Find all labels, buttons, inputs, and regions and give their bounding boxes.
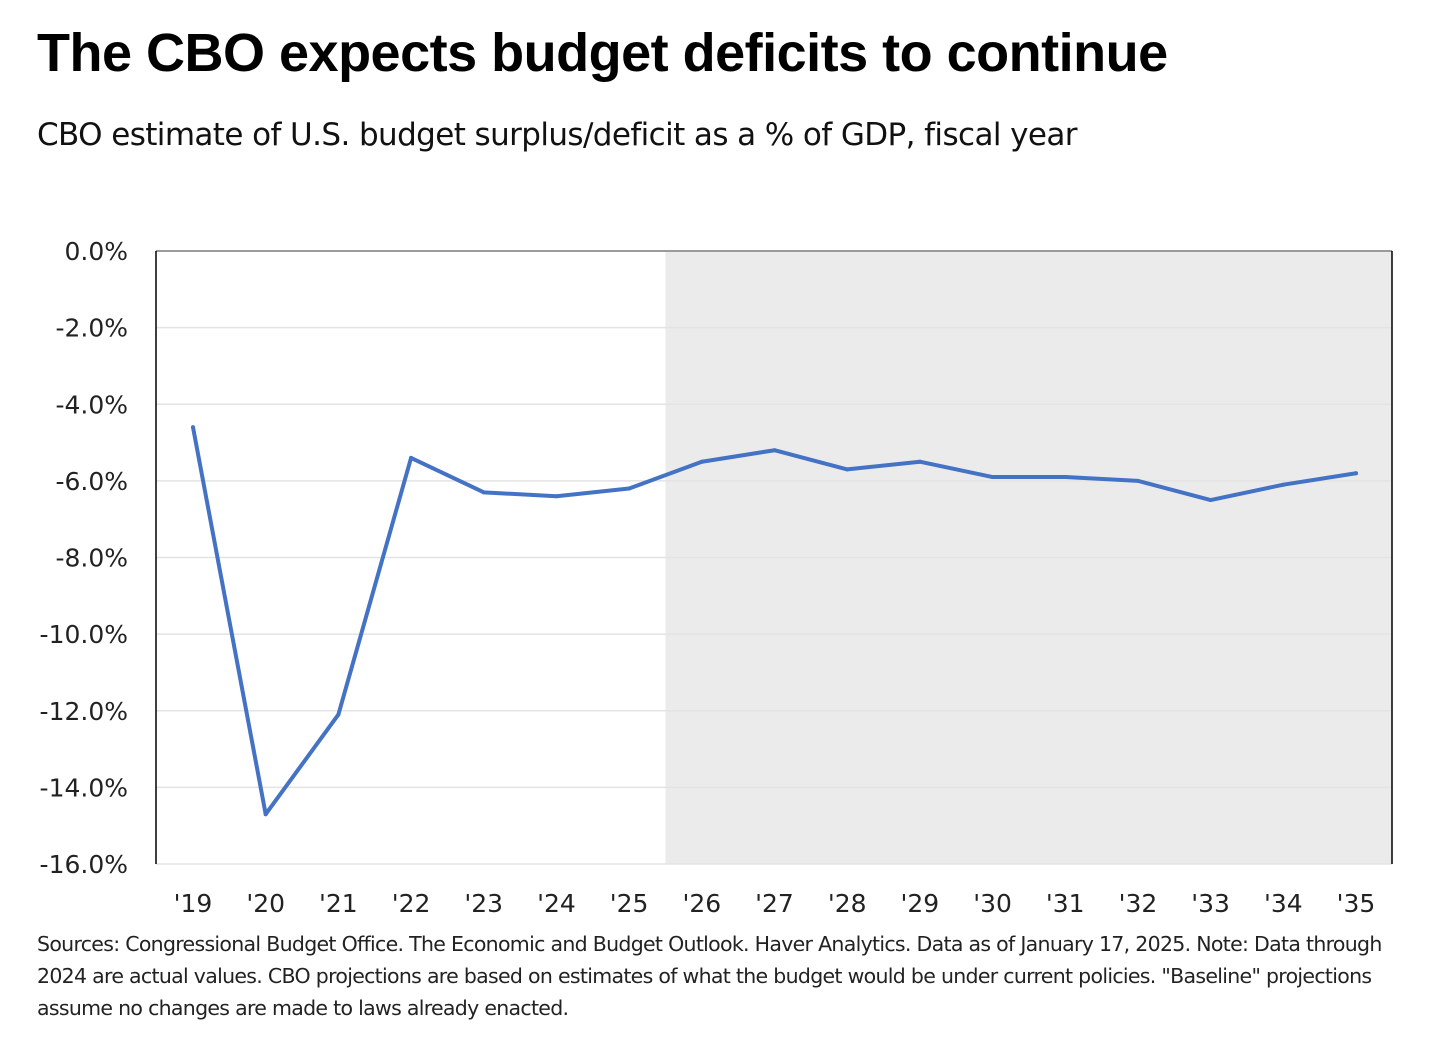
- y-axis-ticks: 0.0% -2.0% -4.0% -6.0% -8.0% -10.0% -12.0% -14.…: [40, 237, 128, 879]
- data-point: [990, 475, 995, 480]
- x-tick-label: '29: [901, 889, 940, 918]
- line-chart: 0.0% -2.0% -4.0% -6.0% -8.0% -10.0% -12.0% -14.…: [40, 237, 1393, 918]
- data-point: [554, 494, 559, 499]
- data-point: [1135, 478, 1140, 483]
- y-tick-label: -4.0%: [55, 390, 128, 419]
- x-tick-label: '31: [1046, 889, 1085, 918]
- data-point: [1208, 498, 1213, 503]
- x-tick-label: '28: [828, 889, 867, 918]
- x-tick-label: '27: [755, 889, 794, 918]
- x-tick-label: '33: [1191, 889, 1230, 918]
- data-point: [1354, 471, 1358, 476]
- x-tick-label: '21: [319, 889, 358, 918]
- plot-frame: [155, 250, 1393, 864]
- data-point: [336, 712, 341, 717]
- y-tick-label: -10.0%: [40, 620, 128, 649]
- data-point: [917, 459, 922, 464]
- gridlines: [156, 326, 1392, 865]
- y-tick-label: 0.0%: [64, 237, 128, 266]
- y-tick-label: -16.0%: [40, 850, 128, 879]
- data-point: [263, 812, 268, 817]
- x-tick-label: '30: [973, 889, 1012, 918]
- x-tick-label: '32: [1119, 889, 1158, 918]
- x-tick-label: '20: [246, 889, 285, 918]
- data-point: [699, 459, 704, 464]
- x-tick-label: '24: [537, 889, 576, 918]
- data-point: [191, 425, 195, 430]
- x-tick-label: '35: [1337, 889, 1376, 918]
- x-tick-label: '25: [610, 889, 649, 918]
- y-tick-label: -2.0%: [55, 314, 128, 343]
- x-tick-label: '23: [464, 889, 503, 918]
- data-point: [409, 455, 414, 460]
- data-point: [772, 448, 777, 453]
- footnote-sources: Sources: Congressional Budget Office. Th…: [37, 932, 1382, 1020]
- data-point: [845, 467, 850, 472]
- x-tick-label: '22: [392, 889, 431, 918]
- y-tick-label: -6.0%: [55, 467, 128, 496]
- data-point: [627, 486, 632, 491]
- y-tick-label: -8.0%: [55, 544, 128, 573]
- data-point: [1063, 475, 1068, 480]
- x-tick-label: '34: [1264, 889, 1303, 918]
- y-tick-label: -12.0%: [40, 697, 128, 726]
- x-tick-label: '26: [682, 889, 721, 918]
- data-point: [481, 490, 486, 495]
- series-group: [191, 425, 1358, 817]
- chart-subtitle: CBO estimate of U.S. budget surplus/defi…: [37, 117, 1077, 153]
- chart-title: The CBO expects budget deficits to conti…: [37, 23, 1168, 83]
- x-tick-label: '19: [174, 889, 213, 918]
- x-axis-ticks: '19 '20 '21 '22 '23 '24 '25 '26 '27 '28 '29 '30 '31 '…: [174, 889, 1376, 918]
- y-tick-label: -14.0%: [40, 773, 128, 802]
- data-point: [1281, 482, 1286, 487]
